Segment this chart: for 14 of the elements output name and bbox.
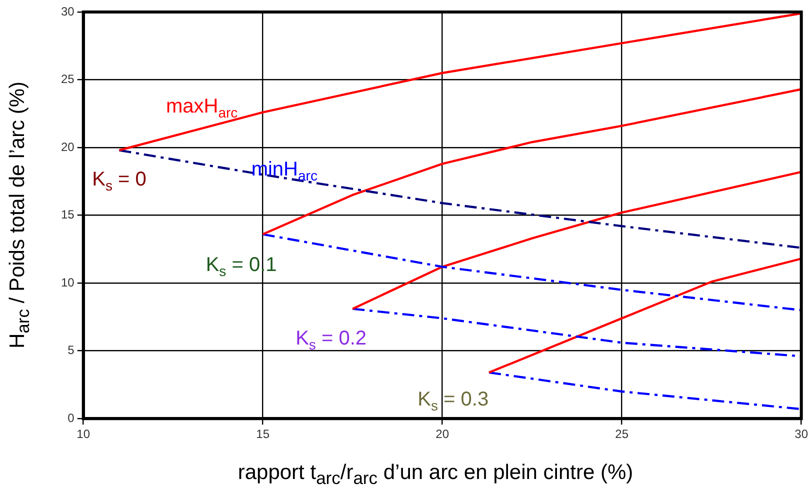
x-tick-label: 20 [436,427,450,442]
x-tick-label: 15 [256,427,270,442]
x-tick-label: 25 [615,427,629,442]
y-tick-label: 30 [60,4,75,18]
x-axis-title: rapport t$_{arc}$/r$_{arc}$ d’un arc en plein cintre (%) [236,460,634,489]
y-tick-label: 15 [60,208,75,222]
x-tick-label: 30 [794,427,808,442]
line-series [118,149,802,249]
y-tick-label: 5 [68,343,75,358]
y-tick-label: 25 [60,72,75,86]
y-tick-label: 0 [68,410,75,425]
y-tick-label: 20 [60,140,75,154]
x-tick-label: 10 [76,427,90,442]
y-tick-label: 10 [60,275,75,290]
